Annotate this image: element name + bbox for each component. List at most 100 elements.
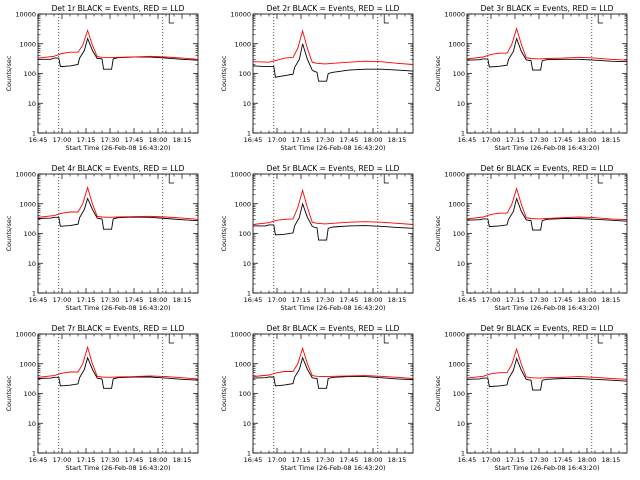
- series-line-events: [252, 356, 414, 389]
- y-tick-label: 10000: [15, 11, 36, 19]
- x-tick-label: 16:45: [244, 136, 263, 144]
- detector-panel-9: Det 9r BLACK = Events, RED = LLD 1 10 100 10…: [434, 324, 628, 472]
- series-line-lld: [37, 28, 199, 60]
- x-tick-label: 17:00: [53, 296, 72, 304]
- series-line-lld: [466, 347, 628, 380]
- x-tick-label: 18:00: [149, 296, 168, 304]
- x-axis-label: Start Time (26-Feb-08 16:43:20): [66, 464, 171, 472]
- x-tick-label: 17:45: [554, 456, 573, 464]
- detector-panel-2: Det 2r BLACK = Events, RED = LLD 1 10 100 10…: [220, 4, 414, 152]
- x-tick-label: 18:15: [602, 136, 621, 144]
- x-tick-label: 17:00: [268, 296, 287, 304]
- x-tick-label: 17:15: [77, 136, 96, 144]
- y-tick-label: 10: [457, 100, 465, 108]
- panel-title: Det 7r BLACK = Events, RED = LLD: [52, 324, 185, 333]
- x-tick-label: 17:15: [77, 456, 96, 464]
- x-tick-label: 16:45: [458, 296, 477, 304]
- series-line-events: [252, 43, 414, 82]
- x-tick-label: 17:30: [316, 136, 335, 144]
- plot-frame: [37, 333, 199, 454]
- y-tick-label: 10000: [444, 171, 465, 179]
- series-line-events: [466, 196, 628, 231]
- interval-bracket-marker: [597, 14, 603, 24]
- series-line-lld: [466, 187, 628, 221]
- interval-bracket-marker: [168, 174, 174, 184]
- series-line-lld: [252, 188, 414, 225]
- interval-bracket-marker: [168, 334, 174, 344]
- x-tick-label: 17:30: [530, 136, 549, 144]
- y-axis-label: Counts/sec: [5, 375, 13, 411]
- series-line-lld: [37, 345, 199, 380]
- y-tick-label: 10: [243, 260, 251, 268]
- y-tick-label: 1000: [19, 40, 36, 48]
- interval-bracket-marker: [168, 14, 174, 24]
- x-tick-label: 17:30: [101, 296, 120, 304]
- x-tick-label: 17:15: [506, 456, 525, 464]
- x-tick-label: 18:15: [173, 136, 192, 144]
- series-line-lld: [466, 27, 628, 61]
- plot-frame: [252, 13, 414, 134]
- y-tick-label: 100: [239, 70, 251, 78]
- y-tick-label: 10000: [230, 171, 251, 179]
- x-tick-label: 17:00: [268, 136, 287, 144]
- y-tick-label: 10000: [15, 331, 36, 339]
- x-tick-label: 17:15: [506, 296, 525, 304]
- x-tick-label: 17:45: [554, 136, 573, 144]
- panel-title: Det 2r BLACK = Events, RED = LLD: [267, 4, 400, 13]
- x-tick-label: 18:15: [388, 456, 407, 464]
- x-tick-label: 17:30: [101, 136, 120, 144]
- x-tick-label: 18:15: [602, 456, 621, 464]
- panel-title: Det 5r BLACK = Events, RED = LLD: [267, 164, 400, 173]
- y-tick-label: 10: [243, 100, 251, 108]
- series-line-lld: [252, 346, 414, 379]
- x-axis-label: Start Time (26-Feb-08 16:43:20): [281, 144, 386, 152]
- y-tick-label: 1000: [448, 360, 465, 368]
- y-tick-label: 100: [24, 390, 36, 398]
- x-tick-label: 18:00: [149, 136, 168, 144]
- plot-frame: [37, 13, 199, 134]
- y-axis-label: Counts/sec: [220, 375, 228, 411]
- x-tick-label: 16:45: [29, 136, 48, 144]
- y-tick-label: 1000: [234, 200, 251, 208]
- series-line-events: [37, 197, 199, 230]
- detector-panel-6: Det 6r BLACK = Events, RED = LLD 1 10 100 10…: [434, 164, 628, 312]
- panel-title: Det 4r BLACK = Events, RED = LLD: [52, 164, 185, 173]
- detector-panel-7: Det 7r BLACK = Events, RED = LLD 1 10 100 10…: [5, 324, 199, 472]
- y-tick-label: 10: [28, 260, 36, 268]
- detector-panel-8: Det 8r BLACK = Events, RED = LLD 1 10 100 10…: [220, 324, 414, 472]
- plot-frame: [466, 333, 628, 454]
- panel-title: Det 1r BLACK = Events, RED = LLD: [52, 4, 185, 13]
- x-tick-label: 16:45: [29, 296, 48, 304]
- y-tick-label: 1000: [234, 40, 251, 48]
- x-axis-label: Start Time (26-Feb-08 16:43:20): [495, 144, 600, 152]
- y-axis-label: Counts/sec: [5, 55, 13, 91]
- y-tick-label: 10: [243, 420, 251, 428]
- y-tick-label: 100: [453, 390, 465, 398]
- series-line-events: [37, 356, 199, 389]
- y-tick-label: 1000: [19, 200, 36, 208]
- detector-panel-3: Det 3r BLACK = Events, RED = LLD 1 10 100 10…: [434, 4, 628, 152]
- interval-bracket-marker: [597, 174, 603, 184]
- plot-frame: [37, 173, 199, 294]
- panel-title: Det 3r BLACK = Events, RED = LLD: [481, 4, 614, 13]
- x-tick-label: 18:00: [364, 456, 383, 464]
- plot-frame: [466, 13, 628, 134]
- x-tick-label: 17:00: [268, 456, 287, 464]
- x-tick-label: 17:45: [340, 136, 359, 144]
- x-tick-label: 17:00: [482, 296, 501, 304]
- y-tick-label: 1: [247, 130, 251, 138]
- x-axis-label: Start Time (26-Feb-08 16:43:20): [281, 464, 386, 472]
- x-tick-label: 18:15: [602, 296, 621, 304]
- y-tick-label: 10000: [15, 171, 36, 179]
- x-tick-label: 17:30: [101, 456, 120, 464]
- x-tick-label: 17:00: [482, 456, 501, 464]
- panel-title: Det 8r BLACK = Events, RED = LLD: [267, 324, 400, 333]
- x-axis-label: Start Time (26-Feb-08 16:43:20): [495, 304, 600, 312]
- x-tick-label: 17:45: [125, 136, 144, 144]
- plot-frame: [252, 333, 414, 454]
- x-tick-label: 17:30: [530, 296, 549, 304]
- x-tick-label: 16:45: [29, 456, 48, 464]
- x-tick-label: 18:00: [578, 296, 597, 304]
- y-axis-label: Counts/sec: [434, 215, 442, 251]
